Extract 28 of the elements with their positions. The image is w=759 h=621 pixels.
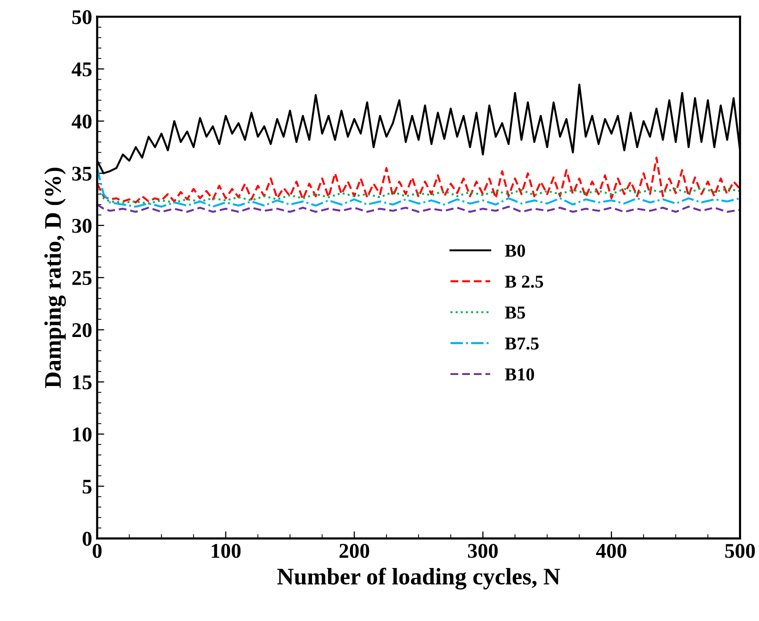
y-tick-label: 25 xyxy=(72,271,92,286)
y-tick-label: 20 xyxy=(72,323,92,338)
y-tick-label: 30 xyxy=(72,218,92,233)
y-tick-label: 10 xyxy=(73,427,92,442)
y-tick-label: 45 xyxy=(72,62,92,76)
y-tick-label: 50 xyxy=(72,10,92,24)
line-series xyxy=(97,204,740,213)
y-tick-label: 35 xyxy=(72,166,92,181)
x-tick-label: 0 xyxy=(92,544,102,558)
legend-label: B7.5 xyxy=(504,338,539,350)
y-tick-label: 40 xyxy=(72,114,92,129)
y-axis-title: Damping ratio, D (%) xyxy=(44,168,66,388)
line-series xyxy=(97,167,740,208)
x-tick-label: 300 xyxy=(468,544,498,558)
legend-label: B10 xyxy=(504,368,534,381)
y-tick-label: 5 xyxy=(82,480,92,494)
line-series xyxy=(97,156,740,204)
x-tick-label: 200 xyxy=(340,544,370,558)
x-axis-title: Number of loading cycles, N xyxy=(277,568,560,590)
y-tick-label: 15 xyxy=(73,375,92,390)
legend-label: B0 xyxy=(504,244,526,257)
legend-label: B 2.5 xyxy=(504,276,544,288)
x-tick-label: 500 xyxy=(725,544,755,558)
y-tick-label: 0 xyxy=(82,532,92,546)
x-tick-label: 100 xyxy=(212,544,241,558)
legend-label: B5 xyxy=(504,306,526,319)
line-series xyxy=(97,186,740,204)
x-tick-label: 400 xyxy=(596,544,626,558)
